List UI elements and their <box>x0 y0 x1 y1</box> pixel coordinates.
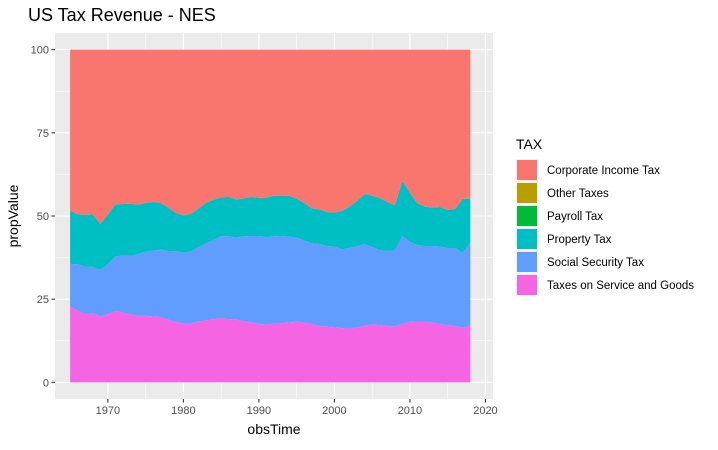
legend-swatch-payroll-tax <box>517 206 537 226</box>
area-social-security-tax <box>70 235 471 329</box>
legend-label-payroll-tax: Payroll Tax <box>547 211 603 223</box>
legend-swatch-social-security-tax <box>517 252 537 272</box>
x-tick-label: 1980 <box>171 405 195 417</box>
x-tick-label: 1990 <box>247 405 271 417</box>
y-axis-title: propValue <box>5 184 21 247</box>
y-tick-label: 100 <box>31 45 49 57</box>
legend-swatch-property-tax <box>517 229 537 249</box>
x-tick-label: 2000 <box>322 405 346 417</box>
x-axis-title: obsTime <box>247 421 300 437</box>
legend-label-taxes-on-service-and-goods: Taxes on Service and Goods <box>547 280 694 292</box>
legend-label-property-tax: Property Tax <box>547 234 612 246</box>
y-tick-label: 50 <box>37 211 49 223</box>
legend-items: Corporate Income Tax Other Taxes Payroll T… <box>516 159 694 296</box>
x-axis: 1970 1980 1990 2000 2010 2020 <box>96 399 498 417</box>
legend-swatch-corporate-income-tax <box>517 160 537 180</box>
legend-label-other-taxes: Other Taxes <box>547 188 609 200</box>
x-tick-label: 1970 <box>96 405 120 417</box>
legend-swatch-taxes-on-service-and-goods <box>517 275 537 295</box>
area-taxes-on-service-and-goods <box>70 306 471 383</box>
y-tick-label: 25 <box>37 294 49 306</box>
legend-label-corporate-income-tax: Corporate Income Tax <box>547 165 660 177</box>
y-tick-label: 0 <box>43 377 49 389</box>
legend-label-social-security-tax: Social Security Tax <box>547 257 644 269</box>
y-tick-label: 75 <box>37 128 49 140</box>
y-axis: 0 25 50 75 100 <box>31 45 55 389</box>
legend-swatch-other-taxes <box>517 183 537 203</box>
area-property-tax <box>70 180 471 270</box>
chart-title: US Tax Revenue - NES <box>28 5 216 25</box>
legend-title: TAX <box>516 136 543 152</box>
area-corporate-income-tax <box>70 49 471 224</box>
area-layers <box>70 49 471 383</box>
x-tick-label: 2010 <box>398 405 422 417</box>
x-tick-label: 2020 <box>473 405 497 417</box>
legend: TAX Corporate Income Tax Other Taxes Payro… <box>516 136 694 296</box>
